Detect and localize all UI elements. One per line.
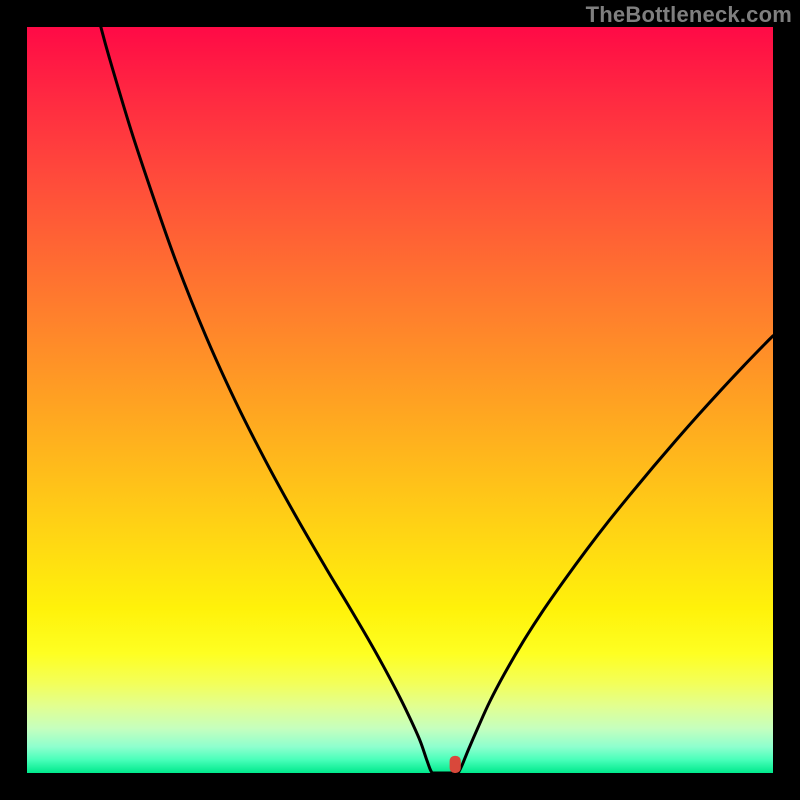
minimum-marker	[450, 756, 461, 773]
chart-container: TheBottleneck.com	[0, 0, 800, 800]
plot-background	[27, 27, 773, 773]
bottleneck-chart	[0, 0, 800, 800]
watermark-text: TheBottleneck.com	[586, 2, 792, 28]
